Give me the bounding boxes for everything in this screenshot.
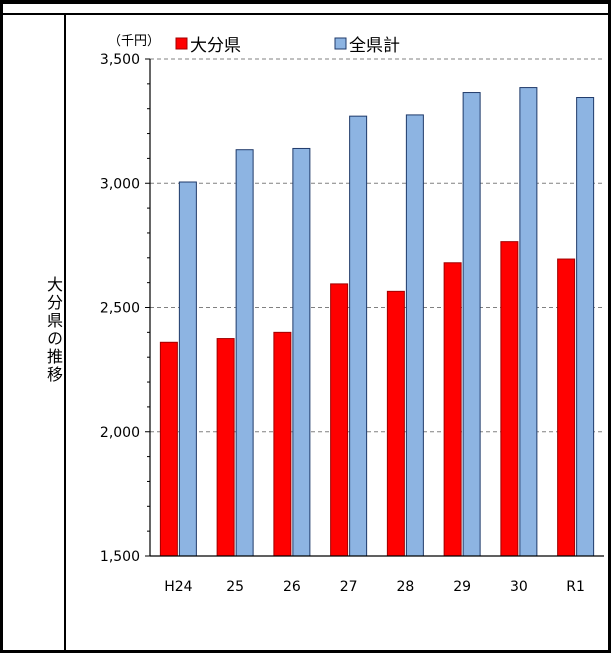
bar-national-26 xyxy=(292,147,311,557)
bar-oita-26 xyxy=(273,331,292,557)
legend-label-national: 全県計 xyxy=(349,36,400,56)
x-tick-label: 27 xyxy=(340,579,358,595)
bar-oita-R1 xyxy=(557,258,576,557)
y-tick-label: 1,500 xyxy=(100,549,140,565)
bar-national-27 xyxy=(349,115,368,557)
bar-oita-25 xyxy=(216,338,235,557)
y-tick-label: 2,500 xyxy=(100,301,140,317)
bar-oita-30 xyxy=(500,241,519,557)
bar-oita-27 xyxy=(330,283,349,557)
x-tick-label: 29 xyxy=(453,579,471,595)
y-tick-label: 3,500 xyxy=(100,52,140,68)
top-rule xyxy=(3,13,608,15)
unit-label: （千円） xyxy=(108,34,160,49)
bar-national-30 xyxy=(519,87,538,557)
x-tick-label: H24 xyxy=(164,579,192,595)
bar-national-25 xyxy=(235,149,254,557)
side-label: 大分県の推移 xyxy=(44,276,63,384)
bar-oita-29 xyxy=(443,262,462,557)
bar-oita-28 xyxy=(386,290,405,557)
bar-national-28 xyxy=(405,114,424,557)
y-tick-label: 3,000 xyxy=(100,176,140,192)
bar-national-R1 xyxy=(576,97,595,557)
bar-national-H24 xyxy=(178,181,197,557)
x-tick-label: 30 xyxy=(510,579,528,595)
bar-oita-H24 xyxy=(159,341,178,557)
side-column: 大分県の推移 xyxy=(3,14,66,650)
legend-swatch-oita xyxy=(175,37,188,50)
x-tick-label: 26 xyxy=(283,579,301,595)
bar-national-29 xyxy=(462,92,481,557)
x-tick-label: 28 xyxy=(396,579,414,595)
legend-label-oita: 大分県 xyxy=(190,36,241,56)
y-tick-label: 2,000 xyxy=(100,425,140,441)
x-tick-label: R1 xyxy=(566,579,585,595)
legend-swatch-national xyxy=(334,37,347,50)
x-tick-label: 25 xyxy=(226,579,244,595)
